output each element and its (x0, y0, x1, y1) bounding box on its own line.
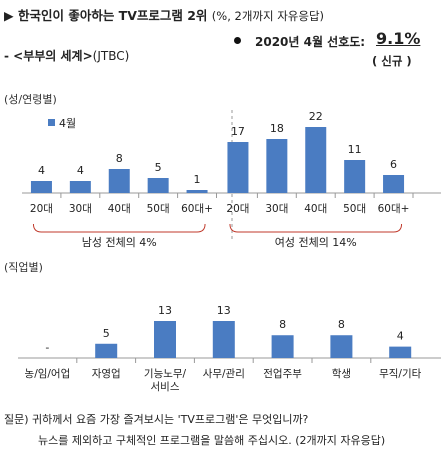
share-value: 9.1% (376, 29, 421, 48)
legend-swatch (48, 119, 55, 126)
section-label-gender-age: (성/연령별) (4, 93, 57, 106)
data-label: 8 (338, 318, 345, 331)
section-label-occupation: (직업별) (4, 261, 43, 274)
tick-label: 사무/관리 (203, 368, 245, 380)
bar (266, 139, 288, 193)
footnote-question-cont: 뉴스를 제외하고 구체적인 프로그램을 말씀해 주십시오. (2개까지 자유응답… (38, 434, 386, 447)
tick-label: 50대 (147, 203, 170, 215)
data-label: 22 (309, 110, 323, 123)
group-bracket (229, 223, 403, 233)
bar (227, 142, 249, 193)
data-label: 13 (217, 304, 231, 317)
tick-label: 20대 (30, 203, 53, 215)
tick-label: 60대+ (378, 203, 410, 215)
new-badge: ( 신규 ) (372, 54, 412, 68)
data-label: 4 (38, 164, 45, 177)
data-label: 17 (231, 125, 245, 138)
chart-subtitle: (%, 2개까지 자유응답) (211, 9, 325, 23)
tick-label: 농/임/어업 (25, 367, 71, 380)
bar (330, 335, 353, 358)
tick-label: 30대 (69, 203, 92, 215)
tick-label: 학생 (332, 368, 351, 380)
data-label: 5 (103, 327, 110, 340)
bar (383, 175, 405, 193)
legend: 4월 (48, 115, 76, 131)
data-label: 8 (116, 152, 123, 165)
data-label: 18 (270, 122, 284, 135)
tick-label: 50대 (343, 203, 366, 215)
bar (271, 335, 294, 358)
tick-label: 20대 (226, 203, 249, 215)
tick-label: 기능노무/ (144, 368, 187, 380)
group-label: 남성 전체의 4% (82, 236, 157, 249)
data-label: 5 (155, 161, 162, 174)
program-name: - <부부의 세계>(JTBC) (4, 49, 130, 63)
bar (212, 321, 235, 358)
tick-label: 30대 (265, 203, 288, 215)
bar (147, 178, 169, 193)
tick-label: 서비스 (151, 381, 180, 393)
bar (186, 190, 208, 193)
tick-label: 60대+ (181, 203, 213, 215)
group-bracket (32, 223, 206, 233)
tick-label: 무직/기타 (379, 368, 422, 380)
data-label: 4 (77, 164, 84, 177)
rank-line: 2020년 4월 선호도: (234, 33, 365, 50)
bar (305, 127, 327, 193)
bar (344, 160, 366, 193)
bar (108, 169, 130, 193)
data-label: 4 (397, 330, 404, 343)
data-label: 1 (194, 173, 201, 186)
chart-title: ▶ 한국인이 좋아하는 TV프로그램 2위 (%, 2개까지 자유응답) (4, 8, 325, 23)
bullet-icon (234, 37, 241, 44)
data-label: 6 (390, 158, 397, 171)
tick-label: 자영업 (92, 367, 121, 380)
data-label: 13 (158, 304, 172, 317)
group-label: 여성 전체의 14% (275, 236, 357, 249)
bar (30, 181, 52, 193)
footnote-question: 질문) 귀하께서 요즘 가장 즐겨보시는 'TV프로그램'은 무엇입니까? (4, 413, 309, 426)
data-label: 11 (348, 143, 362, 156)
bar (389, 346, 412, 358)
data-label: 8 (279, 318, 286, 331)
bar (154, 321, 176, 358)
bar (69, 181, 91, 193)
network-label: (JTBC) (92, 49, 130, 63)
tick-label: 전업주부 (263, 367, 302, 380)
bar (95, 343, 118, 358)
tick-label: 40대 (108, 203, 131, 215)
legend-label: 4월 (59, 117, 77, 130)
tick-label: 40대 (304, 203, 327, 215)
data-label: - (45, 341, 49, 354)
